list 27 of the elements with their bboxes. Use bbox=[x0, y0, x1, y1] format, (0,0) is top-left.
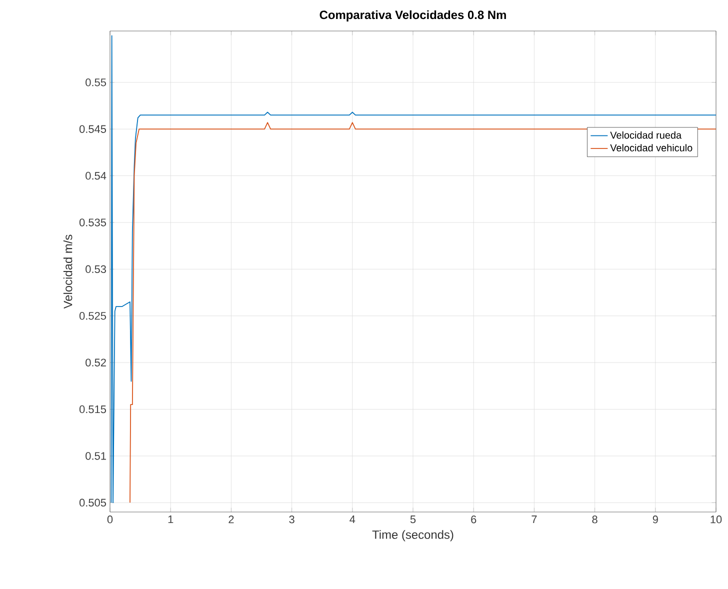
legend-label: Velocidad vehiculo bbox=[610, 144, 692, 152]
y-tick-label: 0.505 bbox=[79, 498, 106, 507]
y-tick-label: 0.515 bbox=[79, 405, 106, 414]
y-axis-title: Velocidad m/s bbox=[63, 234, 72, 309]
x-tick-label: 5 bbox=[410, 516, 416, 524]
y-tick-label: 0.51 bbox=[86, 452, 106, 460]
y-tick-label: 0.535 bbox=[79, 218, 106, 226]
y-tick-label: 0.525 bbox=[79, 312, 106, 320]
y-tick-label: 0.52 bbox=[86, 358, 106, 366]
x-tick-label: 10 bbox=[710, 516, 722, 524]
y-tick-label: 0.545 bbox=[79, 125, 106, 133]
x-tick-label: 3 bbox=[289, 516, 294, 524]
x-tick-label: 7 bbox=[532, 516, 537, 524]
y-tick-label: 0.54 bbox=[86, 172, 106, 180]
chart-title: Comparativa Velocidades 0.8 Nm bbox=[320, 10, 506, 22]
x-tick-label: 2 bbox=[228, 516, 234, 524]
legend-label: Velocidad rueda bbox=[610, 131, 682, 139]
x-tick-label: 4 bbox=[350, 516, 356, 524]
x-tick-label: 6 bbox=[471, 516, 476, 524]
x-tick-label: 0 bbox=[107, 516, 113, 524]
x-tick-label: 1 bbox=[168, 516, 174, 524]
y-tick-label: 0.55 bbox=[86, 78, 106, 86]
line-series bbox=[110, 35, 716, 504]
y-tick-label: 0.53 bbox=[86, 265, 106, 274]
x-tick-label: 9 bbox=[652, 516, 658, 524]
x-axis-title: Time (seconds) bbox=[372, 530, 454, 542]
x-tick-label: 8 bbox=[592, 516, 598, 524]
